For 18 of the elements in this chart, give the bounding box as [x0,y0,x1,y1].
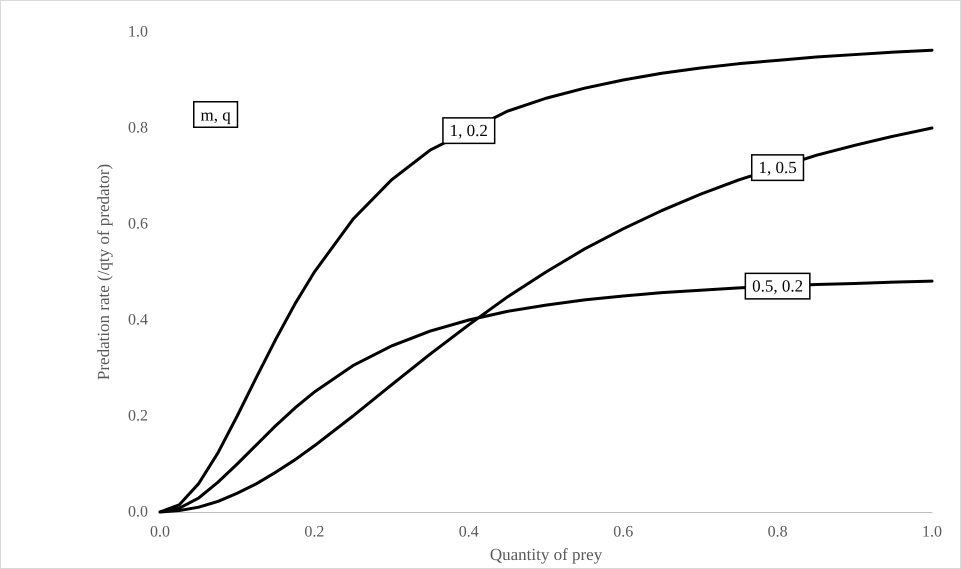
x-tick-label: 1.0 [922,524,942,540]
x-tick-label: 0.6 [613,524,634,540]
y-axis-title: Predation rate (/qty of predator) [94,164,113,380]
x-tick-label: 0.4 [458,524,479,540]
series-label: 1, 0.2 [450,121,488,140]
y-tick-label: 0.0 [128,504,148,520]
annotation: m, q [200,106,232,124]
x-tick-label: 0.8 [768,524,788,540]
x-tick-label: 0.2 [304,524,324,540]
y-tick-label: 0.2 [128,408,148,424]
y-tick-label: 0.6 [128,216,148,232]
y-tick-label: 1.0 [128,24,148,40]
x-tick-label: 0.0 [150,524,170,540]
x-axis-title: Quantity of prey [490,545,603,564]
y-tick-label: 0.8 [128,120,148,136]
series-label: 1, 0.5 [758,158,797,178]
y-tick-label: 0.4 [128,312,148,328]
series-label: 0.5, 0.2 [752,276,804,296]
